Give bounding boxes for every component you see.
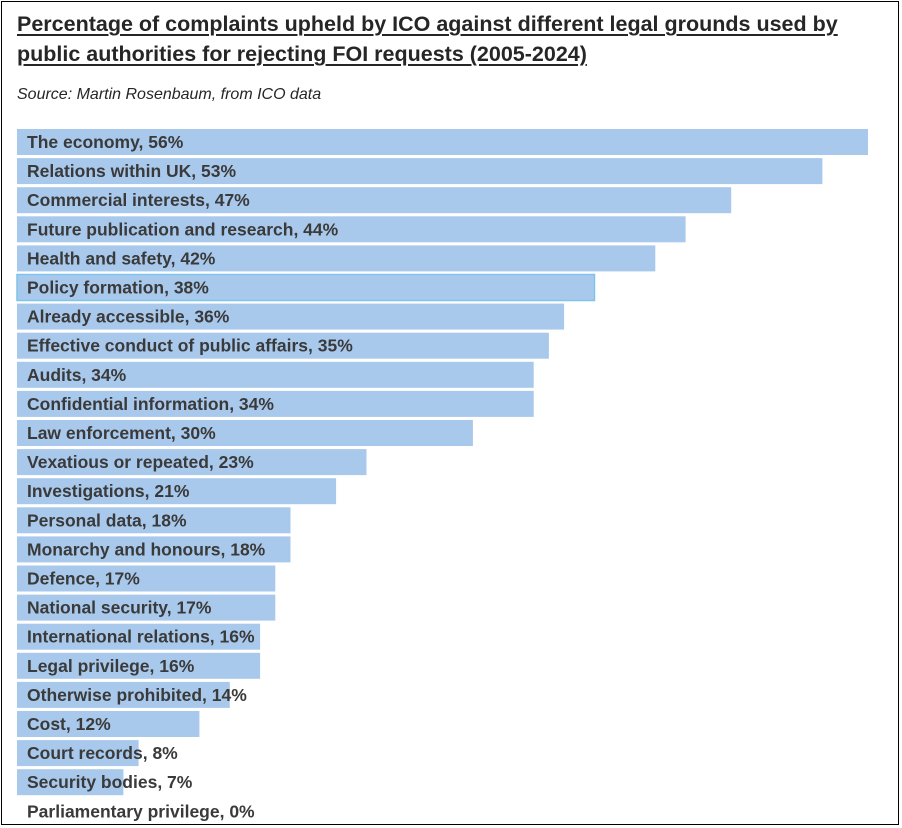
bar-data-label: Effective conduct of public affairs, 35% [27, 336, 353, 356]
bar-data-label: Commercial interests, 47% [27, 190, 250, 210]
bar-group [16, 129, 868, 796]
bar-data-label: Health and safety, 42% [27, 248, 216, 268]
bar [17, 623, 261, 650]
bar [17, 129, 868, 155]
bar [17, 769, 124, 796]
bar-data-label: International relations, 16% [27, 627, 255, 647]
bar-data-label: Defence, 17% [27, 569, 140, 589]
bar [17, 711, 200, 737]
bar [17, 245, 656, 272]
bar-data-label: Monarchy and honours, 18% [27, 539, 266, 559]
bar [17, 565, 276, 592]
chart-title: Percentage of complaints upheld by ICO a… [17, 12, 838, 66]
bar-data-label: Legal privilege, 16% [27, 656, 195, 676]
bar-data-label: Law enforcement, 30% [27, 423, 216, 443]
bar-data-label: Court records, 8% [27, 743, 178, 763]
bar-data-label: National security, 17% [27, 598, 212, 618]
bar [17, 361, 534, 388]
bar [17, 681, 230, 708]
chart-source: Source: Martin Rosenbaum, from ICO data [17, 86, 322, 103]
bar-data-label: Investigations, 21% [27, 481, 190, 501]
bar [17, 216, 686, 243]
bar-data-label: Vexatious or repeated, 23% [27, 452, 254, 472]
bar-data-label: Parliamentary privilege, 0% [27, 801, 255, 821]
bar-data-label: Future publication and research, 44% [27, 219, 339, 239]
bar-data-label: The economy, 56% [27, 132, 184, 152]
bar [17, 303, 565, 330]
bar [17, 507, 291, 534]
bar [17, 332, 549, 359]
bar [17, 652, 261, 679]
bar [17, 420, 473, 446]
bar-data-label: Policy formation, 38% [27, 278, 209, 298]
bar [17, 536, 291, 563]
bar [17, 390, 534, 417]
bar [17, 187, 732, 214]
bar [17, 740, 139, 767]
bar-data-label: Otherwise prohibited, 14% [27, 685, 247, 705]
bar [17, 594, 276, 621]
bar-data-label: Relations within UK, 53% [27, 161, 236, 181]
bar [17, 449, 367, 476]
bar-data-label: Already accessible, 36% [27, 307, 230, 327]
bar-data-label: Personal data, 18% [27, 510, 187, 530]
bar-data-label: Audits, 34% [27, 365, 127, 385]
bar-data-label: Confidential information, 34% [27, 394, 274, 414]
bar [17, 478, 337, 505]
bar-data-label: Cost, 12% [27, 714, 111, 734]
bar [16, 273, 596, 302]
bar [17, 158, 823, 185]
label-group: The economy, 56% Relations within UK, 53%… [27, 132, 353, 821]
bar-data-label: Security bodies, 7% [27, 772, 193, 792]
